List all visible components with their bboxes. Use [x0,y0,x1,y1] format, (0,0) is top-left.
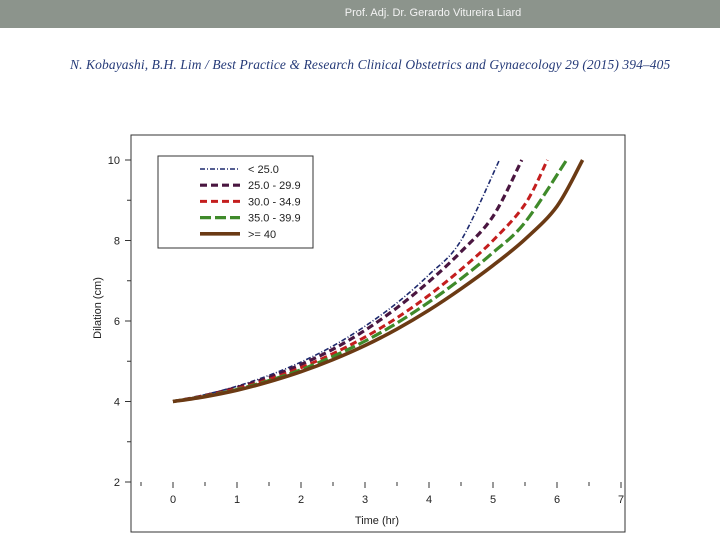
y-tick-label: 4 [114,397,120,409]
x-tick-label: 2 [298,494,304,506]
legend-label: 35.0 - 39.9 [248,213,301,225]
y-tick-label: 8 [114,236,120,248]
citation-line: N. Kobayashi, B.H. Lim / Best Practice &… [70,57,671,72]
x-tick-label: 3 [362,494,368,506]
series-line [172,159,524,404]
x-tick-label: 7 [618,494,624,506]
x-axis-label: Time (hr) [355,515,399,527]
x-tick-label: 6 [554,494,560,506]
x-tick-label: 0 [170,494,176,506]
x-tick-label: 1 [234,494,240,506]
y-tick-label: 10 [108,155,120,167]
y-tick-label: 2 [114,477,120,489]
slide-header-text: Prof. Adj. Dr. Gerardo Vitureira Liard [344,7,522,19]
legend-label: 30.0 - 34.9 [248,196,301,208]
legend-label: < 25.0 [248,164,279,176]
slide-header-bar [0,0,720,28]
x-tick-label: 4 [426,494,432,506]
series-line [172,159,549,403]
legend-label: >= 40 [248,229,276,241]
x-tick-label: 5 [490,494,496,506]
y-axis-label: Dilation (cm) [92,277,104,339]
y-tick-label: 6 [114,316,120,328]
legend-label: 25.0 - 29.9 [248,180,301,192]
series-line [172,159,585,404]
